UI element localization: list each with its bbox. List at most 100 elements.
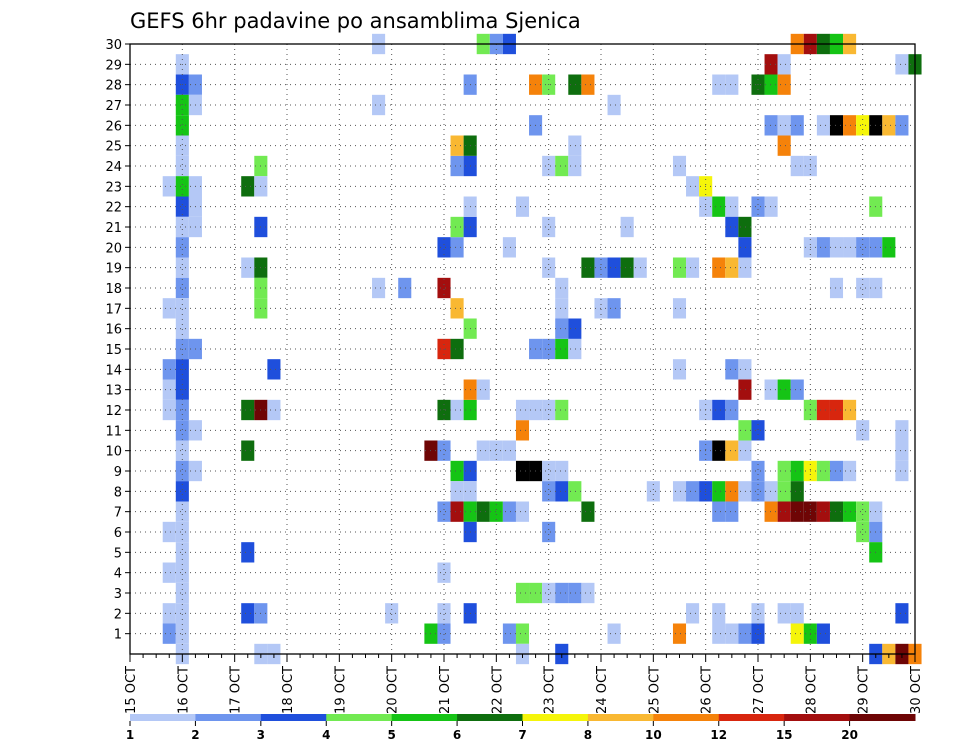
heatmap-cell <box>672 155 687 177</box>
heatmap-cell <box>712 399 726 421</box>
legend-swatch <box>522 714 589 721</box>
heatmap-cell <box>175 135 189 156</box>
y-tick-label: 13 <box>105 384 122 399</box>
legend-swatch <box>784 714 851 721</box>
x-tick-label: 23 OCT <box>543 666 558 714</box>
heatmap-cell <box>843 501 857 522</box>
heatmap-cell <box>515 501 530 522</box>
heatmap-cell <box>437 603 451 624</box>
heatmap-cell <box>725 623 739 644</box>
heatmap-cell <box>450 338 464 360</box>
heatmap-cell <box>555 338 569 360</box>
heatmap-cell <box>502 501 516 522</box>
heatmap-cell <box>895 460 909 482</box>
heatmap-cell <box>175 481 189 502</box>
heatmap-cell <box>738 257 752 278</box>
heatmap-cell <box>568 338 582 360</box>
legend-swatch <box>457 714 523 721</box>
y-tick-label: 4 <box>114 567 122 582</box>
heatmap-cell <box>502 623 516 644</box>
heatmap-cell <box>450 298 464 319</box>
heatmap-cell <box>751 481 765 502</box>
heatmap-cell <box>555 582 569 604</box>
heatmap-cell <box>738 216 752 238</box>
legend-label: 3 <box>257 728 265 742</box>
heatmap-cell <box>476 501 490 522</box>
y-tick-label: 3 <box>114 587 122 602</box>
heatmap-cell <box>241 603 255 624</box>
heatmap-cell <box>790 623 804 644</box>
heatmap-cell <box>712 257 726 278</box>
heatmap-cell <box>175 155 189 177</box>
heatmap-cell <box>502 440 516 461</box>
heatmap-cell <box>856 277 870 299</box>
x-tick-label: 22 OCT <box>490 666 505 714</box>
heatmap-cell <box>542 481 556 502</box>
heatmap-cell <box>555 460 569 482</box>
y-tick-label: 18 <box>105 282 122 297</box>
heatmap-cell <box>790 501 804 522</box>
heatmap-cell <box>162 623 176 644</box>
heatmap-cell <box>843 237 857 258</box>
legend-swatch <box>260 714 327 721</box>
heatmap-cell <box>175 603 189 624</box>
heatmap-cell <box>882 237 896 258</box>
heatmap-cell <box>542 155 556 177</box>
heatmap-cell <box>790 379 804 400</box>
y-tick-label: 14 <box>105 363 122 378</box>
heatmap-cell <box>816 237 830 258</box>
color-legend: 1 2 3 4 5 6 7 8 10 12 15 20 <box>126 714 916 742</box>
x-tick-label: 28 OCT <box>804 666 819 714</box>
heatmap-cell <box>829 277 844 299</box>
heatmap-cell <box>829 237 844 258</box>
heatmap-cell <box>790 155 804 177</box>
heatmap-cell <box>790 115 804 136</box>
heatmap-cell <box>686 257 700 278</box>
heatmap-cell <box>502 237 516 258</box>
heatmap-cell <box>241 176 255 197</box>
heatmap-cell <box>175 623 189 644</box>
x-tick-label: 21 OCT <box>438 666 453 714</box>
heatmap-cell <box>568 135 582 156</box>
heatmap-cell <box>620 257 634 278</box>
heatmap-cell <box>267 399 281 421</box>
heatmap-cell <box>555 298 569 319</box>
x-tick-label: 18 OCT <box>281 666 296 714</box>
heatmap-cell <box>712 196 726 217</box>
heatmap-cell <box>816 399 830 421</box>
heatmap-cell <box>777 54 791 75</box>
y-tick-label: 22 <box>105 201 122 216</box>
heatmap-cell <box>829 115 844 136</box>
heatmap-cell <box>450 501 464 522</box>
x-tick-label: 17 OCT <box>229 666 244 714</box>
heatmap-cell <box>856 501 870 522</box>
heatmap-cell <box>672 623 687 644</box>
heatmap-cell <box>712 481 726 502</box>
y-tick-label: 11 <box>105 424 122 439</box>
heatmap-cell <box>437 440 451 461</box>
x-tick-label: 19 OCT <box>333 666 348 714</box>
heatmap-cell <box>777 460 791 482</box>
heatmap-cell <box>620 216 634 238</box>
heatmap-cell <box>450 237 464 258</box>
heatmap-cell <box>175 298 189 319</box>
heatmap-cell <box>568 74 582 95</box>
heatmap-cell <box>816 460 830 482</box>
heatmap-cell <box>725 481 739 502</box>
heatmap-cell <box>542 582 556 604</box>
x-tick-label: 30 OCT <box>909 666 924 714</box>
heatmap-cell <box>175 318 189 339</box>
legend-label: 12 <box>710 728 727 742</box>
heatmap-cell <box>672 257 687 278</box>
heatmap-cell <box>542 216 556 238</box>
legend-swatch <box>587 714 654 721</box>
heatmap-cell <box>607 623 621 644</box>
heatmap-cell <box>725 440 739 461</box>
y-tick-label: 10 <box>105 445 122 460</box>
legend-swatch <box>326 714 393 721</box>
heatmap-cell <box>895 420 909 441</box>
legend-label: 20 <box>841 728 858 742</box>
heatmap-cell <box>450 460 464 482</box>
heatmap-cell <box>175 237 189 258</box>
